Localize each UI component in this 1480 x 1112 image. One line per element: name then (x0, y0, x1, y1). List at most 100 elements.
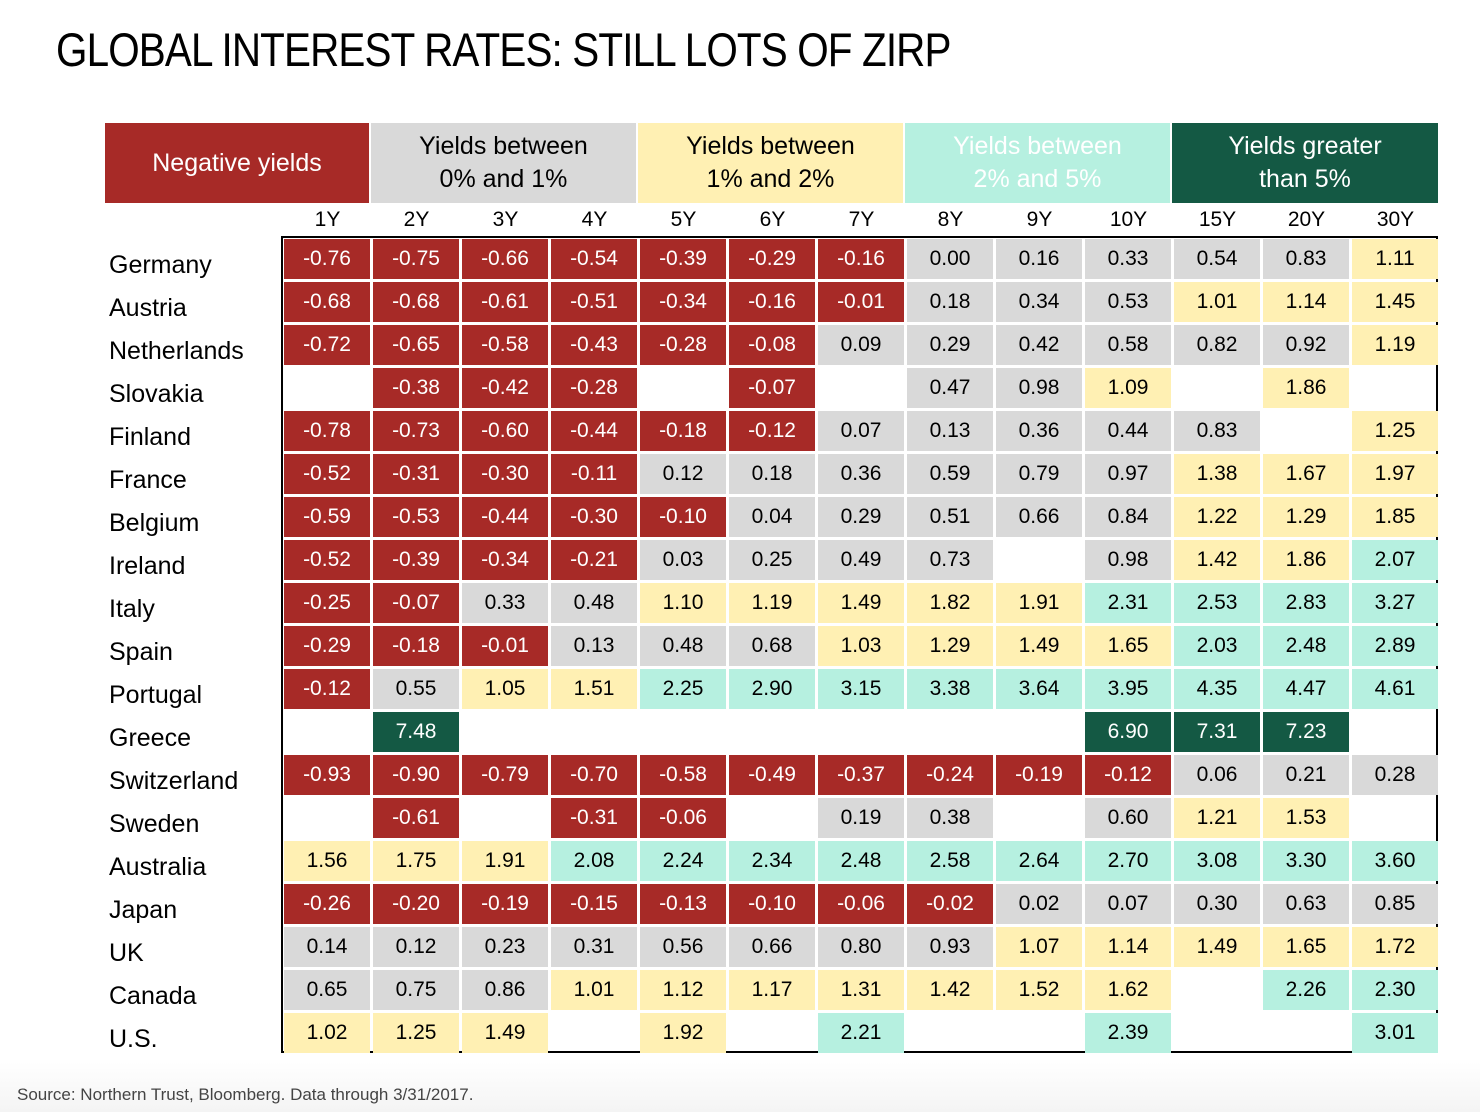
cell: 0.98 (996, 368, 1082, 408)
cell: 1.03 (818, 626, 904, 666)
column-header-30Y: 30Y (1376, 208, 1415, 231)
cell: -0.12 (729, 411, 815, 451)
cell: 1.01 (551, 970, 637, 1010)
cell: 3.60 (1352, 841, 1438, 881)
cell: -0.01 (462, 626, 548, 666)
cell: 0.16 (996, 239, 1082, 279)
cell: -0.66 (462, 239, 548, 279)
cell: 2.31 (1085, 583, 1171, 623)
cell: 0.82 (1174, 325, 1260, 365)
cell: 1.91 (462, 841, 548, 881)
row-label: Switzerland (109, 767, 239, 795)
cell: -0.34 (640, 282, 726, 322)
cell: 1.85 (1352, 497, 1438, 537)
cell: -0.01 (818, 282, 904, 322)
cell: -0.43 (551, 325, 637, 365)
cell: 1.25 (1352, 411, 1438, 451)
column-header-2Y: 2Y (403, 208, 430, 231)
cell: -0.75 (373, 239, 459, 279)
cell: -0.52 (284, 540, 370, 580)
cell: 0.18 (729, 454, 815, 494)
legend-item-z1: Yields between 0% and 1% (371, 123, 636, 203)
cell: 1.45 (1352, 282, 1438, 322)
cell: -0.79 (462, 755, 548, 795)
row-label: Belgium (109, 509, 200, 537)
cell: -0.19 (996, 755, 1082, 795)
cell: -0.58 (462, 325, 548, 365)
cell: 0.68 (729, 626, 815, 666)
cell: 2.64 (996, 841, 1082, 881)
cell: 0.25 (729, 540, 815, 580)
cell: 7.23 (1263, 712, 1349, 752)
cell: -0.58 (640, 755, 726, 795)
cell: 0.80 (818, 927, 904, 967)
cell: -0.07 (729, 368, 815, 408)
cell: -0.78 (284, 411, 370, 451)
cell: 1.21 (1174, 798, 1260, 838)
cell: 3.01 (1352, 1013, 1438, 1053)
cell: 0.53 (1085, 282, 1171, 322)
cell: -0.51 (551, 282, 637, 322)
cell: 0.03 (640, 540, 726, 580)
cell: -0.72 (284, 325, 370, 365)
source-note: Source: Northern Trust, Bloomberg. Data … (17, 1085, 474, 1104)
cell: 2.48 (1263, 626, 1349, 666)
cell: 1.22 (1174, 497, 1260, 537)
cell: -0.10 (640, 497, 726, 537)
cell: 0.84 (1085, 497, 1171, 537)
cell: 1.53 (1263, 798, 1349, 838)
cell: 7.31 (1174, 712, 1260, 752)
cell: 1.56 (284, 841, 370, 881)
cell: -0.28 (551, 368, 637, 408)
cell: 0.59 (907, 454, 993, 494)
cell: -0.76 (284, 239, 370, 279)
cell: 3.27 (1352, 583, 1438, 623)
cell: -0.29 (284, 626, 370, 666)
cell: -0.02 (907, 884, 993, 924)
cell: 0.44 (1085, 411, 1171, 451)
cell: 3.64 (996, 669, 1082, 709)
cell: -0.19 (462, 884, 548, 924)
cell: -0.24 (907, 755, 993, 795)
cell: 3.38 (907, 669, 993, 709)
cell: 0.33 (462, 583, 548, 623)
cell: 0.34 (996, 282, 1082, 322)
cell: 0.63 (1263, 884, 1349, 924)
cell: 0.83 (1263, 239, 1349, 279)
cell: 4.47 (1263, 669, 1349, 709)
cell: 0.30 (1174, 884, 1260, 924)
cell: 1.05 (462, 669, 548, 709)
cell: 0.04 (729, 497, 815, 537)
cell: -0.73 (373, 411, 459, 451)
legend-item-neg: Negative yields (105, 123, 369, 203)
cell: 1.19 (1352, 325, 1438, 365)
cell: 0.00 (907, 239, 993, 279)
cell: 0.49 (818, 540, 904, 580)
row-label: Canada (109, 982, 197, 1010)
cell: 1.86 (1263, 540, 1349, 580)
column-header-10Y: 10Y (1109, 208, 1148, 231)
cell: -0.28 (640, 325, 726, 365)
footer-band (0, 1062, 1480, 1112)
row-label: Slovakia (109, 380, 204, 408)
cell: -0.39 (373, 540, 459, 580)
cell: 0.07 (1085, 884, 1171, 924)
row-label: Spain (109, 638, 173, 666)
legend-item-o2: Yields between 1% and 2% (638, 123, 903, 203)
row-label: Netherlands (109, 337, 244, 365)
column-header-4Y: 4Y (581, 208, 608, 231)
cell: 1.42 (1174, 540, 1260, 580)
column-header-5Y: 5Y (670, 208, 697, 231)
cell: 1.49 (1174, 927, 1260, 967)
cell: 0.13 (907, 411, 993, 451)
cell: 1.65 (1263, 927, 1349, 967)
cell: 2.26 (1263, 970, 1349, 1010)
cell: -0.16 (729, 282, 815, 322)
cell: 2.39 (1085, 1013, 1171, 1053)
cell: 1.52 (996, 970, 1082, 1010)
cell: 0.47 (907, 368, 993, 408)
cell: 1.29 (907, 626, 993, 666)
cell: 7.48 (373, 712, 459, 752)
cell: 0.31 (551, 927, 637, 967)
cell: 1.25 (373, 1013, 459, 1053)
